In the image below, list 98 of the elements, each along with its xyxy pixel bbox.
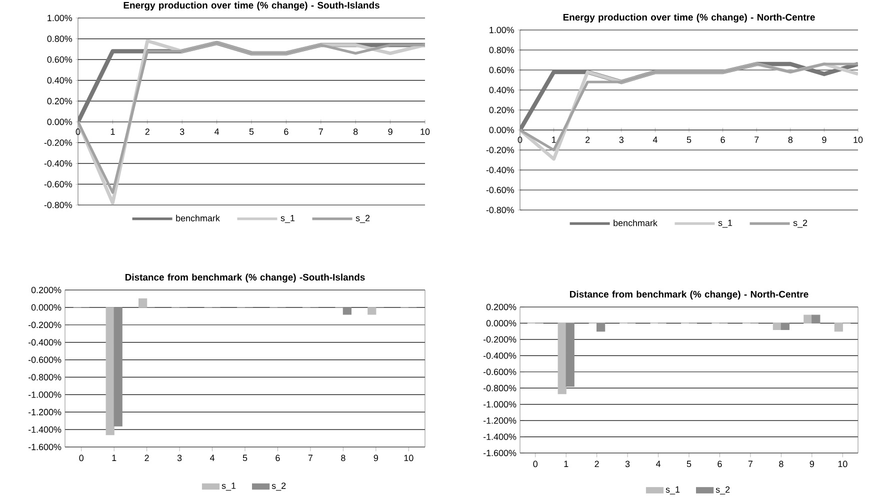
y-tick-label: 0.20% bbox=[489, 106, 514, 114]
x-tick-label: 7 bbox=[318, 128, 323, 135]
x-tick-label: 2 bbox=[594, 460, 599, 468]
x-tick-label: 9 bbox=[388, 128, 392, 135]
x-tick-label: 5 bbox=[686, 460, 692, 468]
legend-label: s_1 bbox=[280, 214, 295, 223]
y-tick-label: -1.000% bbox=[483, 401, 516, 408]
y-tick-label: -0.400% bbox=[28, 339, 62, 346]
x-tick-label: 7 bbox=[754, 136, 759, 143]
legend-label: s_1 bbox=[222, 482, 236, 491]
x-tick-label: 3 bbox=[180, 128, 184, 135]
x-tick-label: 1 bbox=[110, 128, 115, 135]
chart-title: Distance from benchmark (% change) - North-Centre bbox=[570, 290, 808, 300]
y-tick-label: -1.400% bbox=[28, 426, 62, 433]
chart-title: Energy production over time (% change) - North-Centre bbox=[563, 14, 815, 22]
x-tick-label: 10 bbox=[404, 454, 414, 462]
x-tick-label: 2 bbox=[144, 454, 149, 462]
y-tick-label: -1.600% bbox=[483, 450, 516, 456]
legend-label: s_1 bbox=[666, 486, 680, 494]
y-tick-label: -0.60% bbox=[44, 181, 72, 188]
legend-label: s_1 bbox=[718, 220, 732, 228]
y-tick-label: -0.200% bbox=[483, 336, 516, 343]
x-tick-label: 3 bbox=[177, 454, 182, 462]
y-tick-label: -0.600% bbox=[483, 368, 516, 376]
y-tick-label: 0.200% bbox=[31, 286, 62, 294]
x-tick-label: 7 bbox=[308, 454, 312, 461]
legend-label: s_2 bbox=[716, 486, 730, 494]
y-tick-label: 0.40% bbox=[489, 86, 514, 94]
x-tick-label: 2 bbox=[145, 128, 150, 135]
x-tick-label: 4 bbox=[210, 454, 214, 461]
y-tick-label: -0.80% bbox=[486, 206, 514, 214]
x-tick-label: 9 bbox=[822, 136, 826, 143]
x-tick-label: 0 bbox=[76, 128, 80, 135]
chart-title: Distance from benchmark (% change) -South-Islands bbox=[125, 274, 365, 282]
x-tick-label: 7 bbox=[748, 460, 752, 467]
y-tick-label: 0.80% bbox=[47, 36, 72, 42]
x-tick-label: 1 bbox=[552, 136, 556, 143]
y-tick-label: 0.80% bbox=[489, 46, 514, 54]
legend-label: benchmark bbox=[614, 220, 658, 226]
x-tick-label: 6 bbox=[284, 128, 288, 135]
y-tick-label: 0.60% bbox=[489, 66, 514, 74]
y-tick-label: -0.20% bbox=[486, 146, 514, 154]
x-tick-label: 6 bbox=[720, 136, 725, 143]
x-tick-label: 8 bbox=[341, 454, 346, 462]
y-tick-label: 0.00% bbox=[47, 118, 72, 126]
x-tick-label: 5 bbox=[249, 128, 254, 135]
y-tick-label: -0.400% bbox=[483, 352, 516, 359]
y-tick-label: -0.40% bbox=[44, 160, 72, 167]
legend-label: benchmark bbox=[176, 214, 220, 222]
x-tick-label: 9 bbox=[374, 454, 378, 462]
legend-label: s_2 bbox=[272, 482, 286, 491]
y-tick-label: -0.800% bbox=[483, 384, 516, 392]
y-tick-label: -1.400% bbox=[483, 434, 516, 440]
y-tick-label: 0.20% bbox=[47, 98, 72, 104]
x-tick-label: 4 bbox=[652, 136, 658, 143]
y-tick-label: -0.20% bbox=[44, 139, 72, 146]
y-tick-label: -0.800% bbox=[28, 374, 62, 380]
y-tick-label: -1.200% bbox=[483, 417, 516, 424]
x-tick-label: 2 bbox=[586, 136, 590, 143]
y-tick-label: -0.80% bbox=[44, 202, 72, 208]
x-tick-label: 6 bbox=[276, 454, 280, 462]
y-tick-label: -0.200% bbox=[28, 322, 62, 328]
x-tick-label: 0 bbox=[79, 454, 84, 462]
y-tick-label: 0.000% bbox=[31, 304, 62, 311]
y-tick-label: -1.200% bbox=[28, 408, 62, 416]
x-tick-label: 10 bbox=[838, 460, 848, 468]
x-tick-label: 1 bbox=[564, 460, 568, 467]
y-tick-label: 1.00% bbox=[48, 14, 72, 22]
x-tick-label: 0 bbox=[533, 460, 538, 468]
x-tick-label: 4 bbox=[214, 128, 220, 135]
x-tick-label: 8 bbox=[788, 136, 793, 143]
y-tick-label: -1.000% bbox=[28, 391, 62, 398]
y-tick-label: 0.00% bbox=[489, 126, 514, 134]
y-tick-label: 0.000% bbox=[486, 320, 516, 326]
y-tick-label: -1.600% bbox=[28, 444, 62, 450]
x-tick-label: 3 bbox=[625, 460, 630, 468]
x-tick-label: 10 bbox=[420, 128, 430, 135]
chart-title: Energy production over time (% change) - South-Islands bbox=[124, 2, 380, 10]
y-tick-label: -0.600% bbox=[28, 356, 62, 363]
y-tick-label: -0.60% bbox=[486, 186, 514, 194]
x-tick-label: 8 bbox=[354, 128, 358, 135]
x-tick-label: 10 bbox=[854, 136, 863, 143]
y-tick-label: 0.60% bbox=[47, 56, 72, 63]
x-tick-label: 8 bbox=[779, 460, 784, 468]
x-tick-label: 1 bbox=[112, 454, 116, 461]
x-tick-label: 6 bbox=[718, 460, 722, 468]
y-tick-label: 1.00% bbox=[490, 26, 514, 34]
x-tick-label: 9 bbox=[810, 460, 814, 468]
x-tick-label: 5 bbox=[242, 454, 248, 462]
legend-label: s_2 bbox=[793, 220, 808, 228]
x-tick-label: 3 bbox=[619, 136, 624, 143]
x-tick-label: 4 bbox=[656, 460, 661, 467]
legend-label: s_2 bbox=[356, 214, 370, 223]
y-tick-label: 0.40% bbox=[47, 77, 72, 84]
x-tick-label: 0 bbox=[518, 136, 522, 143]
y-tick-label: -0.40% bbox=[486, 166, 514, 174]
y-tick-label: 0.200% bbox=[486, 304, 516, 310]
x-tick-label: 5 bbox=[686, 136, 692, 143]
